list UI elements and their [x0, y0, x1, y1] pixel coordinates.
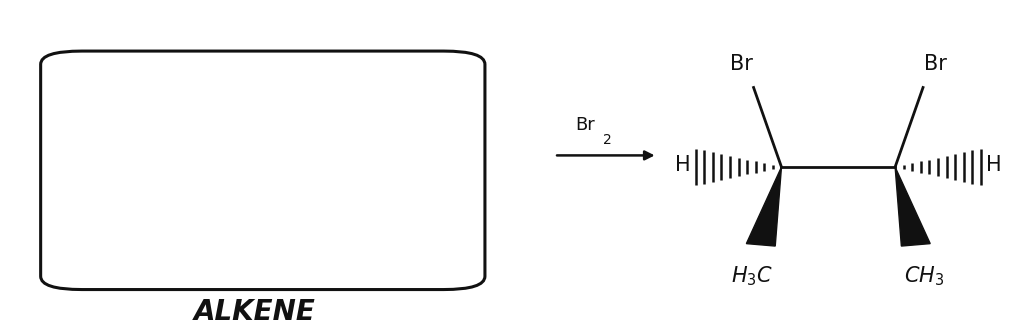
- FancyBboxPatch shape: [40, 51, 485, 290]
- Polygon shape: [746, 167, 781, 246]
- Text: 2: 2: [603, 133, 611, 147]
- Text: Br: Br: [729, 54, 752, 74]
- Text: H: H: [674, 155, 691, 175]
- Text: $CH_3$: $CH_3$: [904, 265, 944, 288]
- Text: H: H: [986, 155, 1002, 175]
- Text: $H_3C$: $H_3C$: [731, 265, 774, 288]
- Text: Br: Br: [575, 116, 595, 134]
- Polygon shape: [895, 167, 930, 246]
- Text: ALKENE: ALKENE: [194, 298, 316, 326]
- Text: Br: Br: [924, 54, 947, 74]
